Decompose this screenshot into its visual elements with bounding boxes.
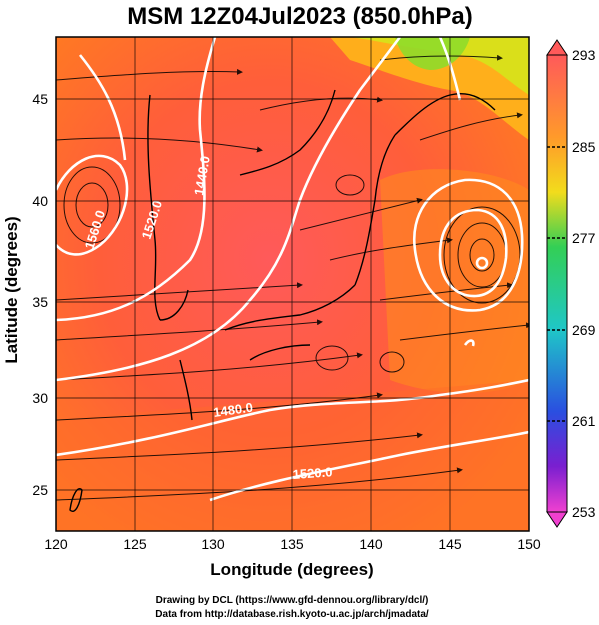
contour-label-3: 1520.0 — [292, 464, 333, 482]
x-axis-label: Longitude (degrees) — [210, 560, 373, 579]
x-tick-label: 145 — [438, 536, 462, 552]
x-tick-label: 150 — [517, 536, 541, 552]
y-tick-label: 40 — [32, 193, 48, 209]
x-tick-label: 135 — [280, 536, 304, 552]
colorbar-tick-label: 261 — [572, 413, 596, 429]
colorbar-tick-label: 277 — [572, 230, 596, 246]
colorbar-top-arrow — [546, 39, 568, 56]
y-axis: 25 30 35 40 45 Latitude (degrees) — [2, 91, 48, 498]
credit-drawing: Drawing by DCL (https://www.gfd-dennou.o… — [156, 595, 429, 606]
colorbar-tick-label: 269 — [572, 322, 596, 338]
coolest-region — [395, 37, 470, 70]
y-tick-label: 35 — [32, 294, 48, 310]
y-tick-label: 30 — [32, 390, 48, 406]
south-region — [56, 380, 529, 531]
x-tick-label: 130 — [201, 536, 225, 552]
chart-title: MSM 12Z04Jul2023 (850.0hPa) — [127, 3, 473, 30]
colorbar-ticks — [547, 146, 567, 422]
credit-data: Data from http://database.rish.kyoto-u.a… — [155, 609, 429, 620]
colorbar-tick-label: 293 — [572, 47, 596, 63]
colorbar: 293 285 277 269 261 253 — [546, 39, 596, 528]
east-region — [380, 169, 529, 394]
x-tick-label: 120 — [44, 536, 68, 552]
y-tick-label: 45 — [32, 91, 48, 107]
x-tick-label: 140 — [359, 536, 383, 552]
plot-frame — [55, 36, 530, 532]
gridlines — [56, 37, 529, 531]
contour-label-2: 1480.0 — [212, 400, 253, 420]
contour-label-1: 1440.0 — [191, 155, 213, 197]
x-tick-label: 125 — [123, 536, 147, 552]
colorbar-bar — [546, 54, 568, 513]
map-plot-area: 1440.0 1480.0 1520.0 1560.0 1520.0 — [56, 37, 529, 531]
x-axis: 120 125 130 135 140 145 150 Longitude (d… — [44, 536, 541, 579]
height-contours — [56, 37, 529, 502]
colorbar-tick-label: 253 — [572, 504, 596, 520]
colorbar-bottom-arrow — [546, 511, 568, 528]
cooler-region — [350, 37, 529, 95]
coastlines — [69, 89, 496, 512]
streamlines — [56, 54, 529, 501]
y-axis-label: Latitude (degrees) — [2, 216, 21, 363]
colorbar-tick-label: 285 — [572, 139, 596, 155]
y-tick-label: 25 — [32, 482, 48, 498]
